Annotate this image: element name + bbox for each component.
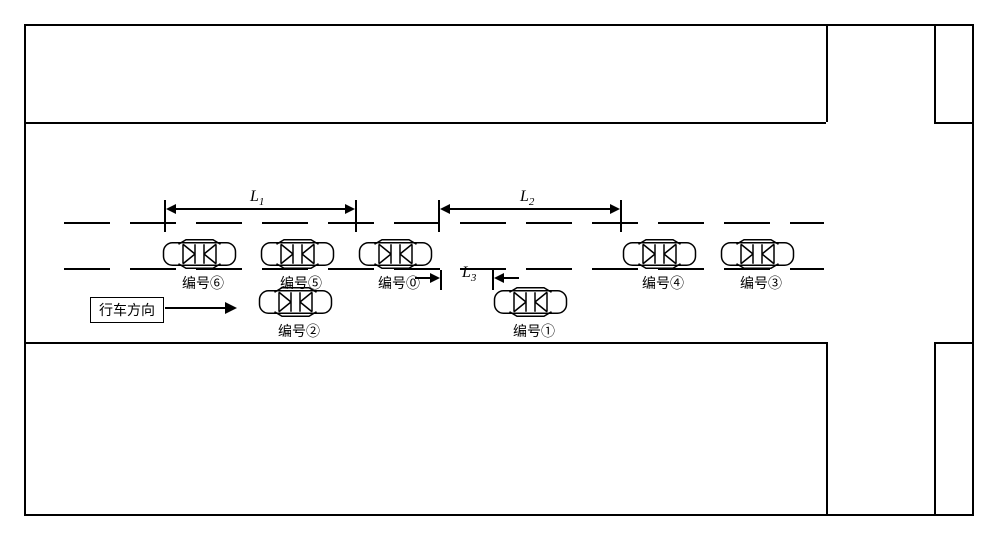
car-label-0: 编号⓪ (378, 273, 420, 293)
dim-tick (620, 200, 622, 232)
dash-segment (328, 222, 374, 224)
car-label-5: 编号⑤ (280, 273, 322, 293)
car-label-3: 编号③ (740, 273, 782, 293)
car-label-4: 编号④ (642, 273, 684, 293)
dash-segment (196, 222, 242, 224)
dim-arrow (610, 204, 620, 214)
dash-segment (460, 222, 506, 224)
dash-segment (262, 222, 308, 224)
car-icon (493, 286, 568, 318)
dim-tick (355, 200, 357, 232)
car-icon (260, 238, 335, 270)
car-0 (358, 238, 433, 270)
car-label-6: 编号⑥ (182, 273, 224, 293)
dim-line (415, 277, 431, 279)
road-right-vertical-bot (934, 342, 936, 514)
dash-segment (526, 222, 572, 224)
dim-label-L1: L1 (250, 188, 264, 208)
car-5 (260, 238, 335, 270)
car-3 (720, 238, 795, 270)
dash-segment (790, 268, 824, 270)
dim-arrow (166, 204, 176, 214)
dash-segment (592, 222, 638, 224)
direction-label: 行车方向 (99, 300, 155, 320)
dash-segment (130, 222, 176, 224)
dim-arrow (430, 273, 440, 283)
road-right-vertical-top (934, 26, 936, 122)
dash-segment (658, 222, 704, 224)
dim-label-L3: L3 (462, 264, 476, 284)
car-icon (622, 238, 697, 270)
dash-segment (394, 222, 440, 224)
road-left-vertical-bot (826, 342, 828, 514)
direction-indicator: 行车方向 (90, 297, 164, 323)
dim-tick (440, 270, 442, 290)
car-1 (493, 286, 568, 318)
direction-arrow (165, 307, 235, 309)
dash-segment (64, 222, 110, 224)
dim-line (503, 277, 519, 279)
car-icon (720, 238, 795, 270)
dash-segment (724, 222, 770, 224)
car-label-1: 编号① (513, 321, 555, 341)
car-4 (622, 238, 697, 270)
dash-segment (526, 268, 572, 270)
road-bottom-edge (26, 342, 826, 344)
dim-arrow (345, 204, 355, 214)
dim-arrow (440, 204, 450, 214)
dash-segment (64, 268, 110, 270)
road-top-edge (26, 122, 826, 124)
car-icon (162, 238, 237, 270)
car-label-2: 编号② (278, 321, 320, 341)
dim-line (174, 208, 345, 210)
road-bottom-edge (934, 342, 972, 344)
car-icon (358, 238, 433, 270)
road-left-vertical-top (826, 26, 828, 122)
dash-segment (790, 222, 824, 224)
car-6 (162, 238, 237, 270)
dim-label-L2: L2 (520, 188, 534, 208)
dim-line (448, 208, 610, 210)
road-top-edge (934, 122, 972, 124)
